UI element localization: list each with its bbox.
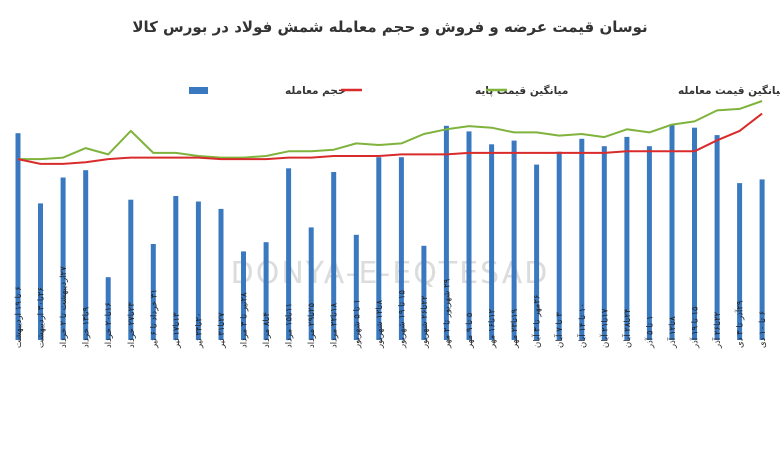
bar-volume-28 (646, 146, 652, 340)
bar-volume-7 (173, 196, 179, 340)
x-tick-label-17: ۱۵ تا ۱۹ شهریور (397, 290, 407, 349)
x-tick-label-22: ۱۹تا۲۳ مهر (510, 308, 520, 349)
x-tick-label-14: ۱۸تا۲۲ مرداد (330, 302, 340, 348)
bar-volume-26 (601, 146, 607, 340)
x-tick-label-27: ۲۴تا۲۸ آبان (621, 308, 633, 348)
chart-title: نوسان قیمت عرضه و فروش و حجم معامله شمش … (132, 18, 648, 36)
x-tick-label-3: ۹تا۱۳ خرداد (82, 306, 92, 348)
x-tick-label-10: ۲۸تیر تا ۳ مرداد (240, 292, 250, 348)
legend-label-trade-price: میانگین قیمت معامله (678, 84, 780, 97)
x-tick-label-18: ۲۲تا۲۶ شهریور (420, 295, 430, 349)
x-tick-label-16: ۸تا۱۲ شهریور (375, 300, 385, 349)
bar-volume-27 (624, 136, 630, 340)
bar-volume-8 (195, 201, 201, 340)
legend-label-volume: حجم معامله (285, 85, 346, 97)
bar-volume-30 (692, 127, 697, 340)
x-tick-label-13: ۲۵تا۲۹ مرداد (307, 302, 317, 348)
line-trade-price (18, 100, 763, 161)
bar-volume-32 (737, 183, 743, 340)
x-tick-label-32: ۲۹آذر تا ۳ دی (734, 300, 746, 348)
x-tick-label-26: ۱۷تا۲۱ آبان (598, 308, 610, 348)
bar-volume-11 (263, 242, 269, 340)
x-tick-label-23: ۲۶مهر تا ۳ آبان (531, 294, 543, 348)
bar-volume-22 (511, 140, 517, 340)
x-tick-label-1: ۲۶تا۳۰ اردیبهشت (37, 287, 47, 348)
x-tick-label-24: ۳ تا ۷ آبان (553, 312, 565, 348)
bar-volume-4 (105, 277, 111, 340)
bar-volume-19 (443, 125, 449, 340)
bar-volume-33 (759, 179, 765, 340)
bar-volume-13 (308, 227, 314, 340)
line-series-group (17, 100, 763, 165)
x-tick-label-21: ۱۲تا۱۶ مهر (488, 308, 498, 349)
bar-volume-17 (398, 157, 404, 340)
x-tick-label-25: ۱۰ تا ۱۴ آبان (576, 303, 588, 348)
bar-volume-31 (714, 135, 720, 340)
legend: حجم معامله میانگین قیمت پایه میانگین قیم… (189, 84, 780, 97)
bar-series-volume (15, 124, 765, 340)
bar-volume-24 (556, 151, 562, 340)
bar-volume-23 (534, 164, 540, 340)
x-tick-label-33: ۶ تا ۱۰ دی (758, 311, 768, 348)
x-tick-label-11: ۴تا۸ مرداد (262, 312, 272, 348)
x-tick-label-4: ۱۶تا۲۰ خرداد (104, 302, 114, 348)
bar-volume-1 (38, 203, 43, 340)
x-tick-label-9: ۲۷تا۳۱ تیر (217, 312, 227, 349)
legend-swatch-volume (189, 87, 208, 94)
x-tick-label-12: ۱۱تا۱۵ مرداد (285, 303, 295, 348)
bar-volume-12 (286, 168, 292, 340)
bar-volume-2 (60, 177, 66, 340)
bar-volume-18 (421, 245, 427, 340)
bar-volume-16 (376, 157, 382, 340)
bar-volume-15 (353, 234, 359, 340)
x-tick-label-6: ۳۱ خرداد تا ۶ تیر (149, 289, 159, 349)
bar-volume-20 (466, 131, 472, 340)
x-tick-label-0: ۶ تا ۱۹ اردیبهشت (14, 286, 24, 348)
bar-volume-25 (579, 138, 585, 340)
x-tick-label-20: ۵ تا ۹ مهر (465, 312, 475, 349)
x-tick-label-7: ۱۳تا۱۷ تیر (172, 312, 182, 349)
bar-volume-10 (241, 251, 246, 340)
bar-volume-6 (150, 244, 156, 340)
x-tick-label-15: ۱ تا ۵ شهریور (352, 299, 362, 349)
x-tick-label-19: ۲۹ شهریور تا ۲ مهر (442, 278, 452, 349)
x-tick-label-28: ۱ تا ۵ آذر (643, 316, 655, 349)
bar-volume-21 (489, 144, 495, 340)
bar-volume-5 (128, 199, 134, 340)
x-tick-label-8: ۲۰تا۲۴ تیر (194, 312, 204, 349)
bar-volume-9 (218, 208, 224, 340)
bar-volume-29 (669, 124, 675, 340)
legend-label-base-price: میانگین قیمت پایه (475, 84, 568, 97)
x-tick-label-29: ۸تا۱۲ آذر (666, 316, 678, 349)
bar-volume-3 (83, 170, 89, 340)
x-tick-label-31: ۲۲تا۲۶ آذر (711, 311, 723, 349)
x-tick-labels: ۶ تا ۱۹ اردیبهشت ۲۶تا۳۰ اردیبهشت ۲۷اردیبهش… (14, 266, 768, 349)
x-tick-label-30: ۱۵ تا ۱۹ آذر (689, 306, 701, 349)
bar-volume-14 (331, 172, 337, 340)
watermark-text: DONYA-E-EQTESAD (231, 256, 550, 291)
x-tick-label-2: ۲۷اردیبهشت تا ۲ خرداد (59, 266, 69, 348)
line-base-price (17, 112, 763, 165)
bar-volume-0 (15, 133, 21, 340)
x-tick-label-5: ۲۳تا۲۷ خرداد (127, 302, 137, 348)
